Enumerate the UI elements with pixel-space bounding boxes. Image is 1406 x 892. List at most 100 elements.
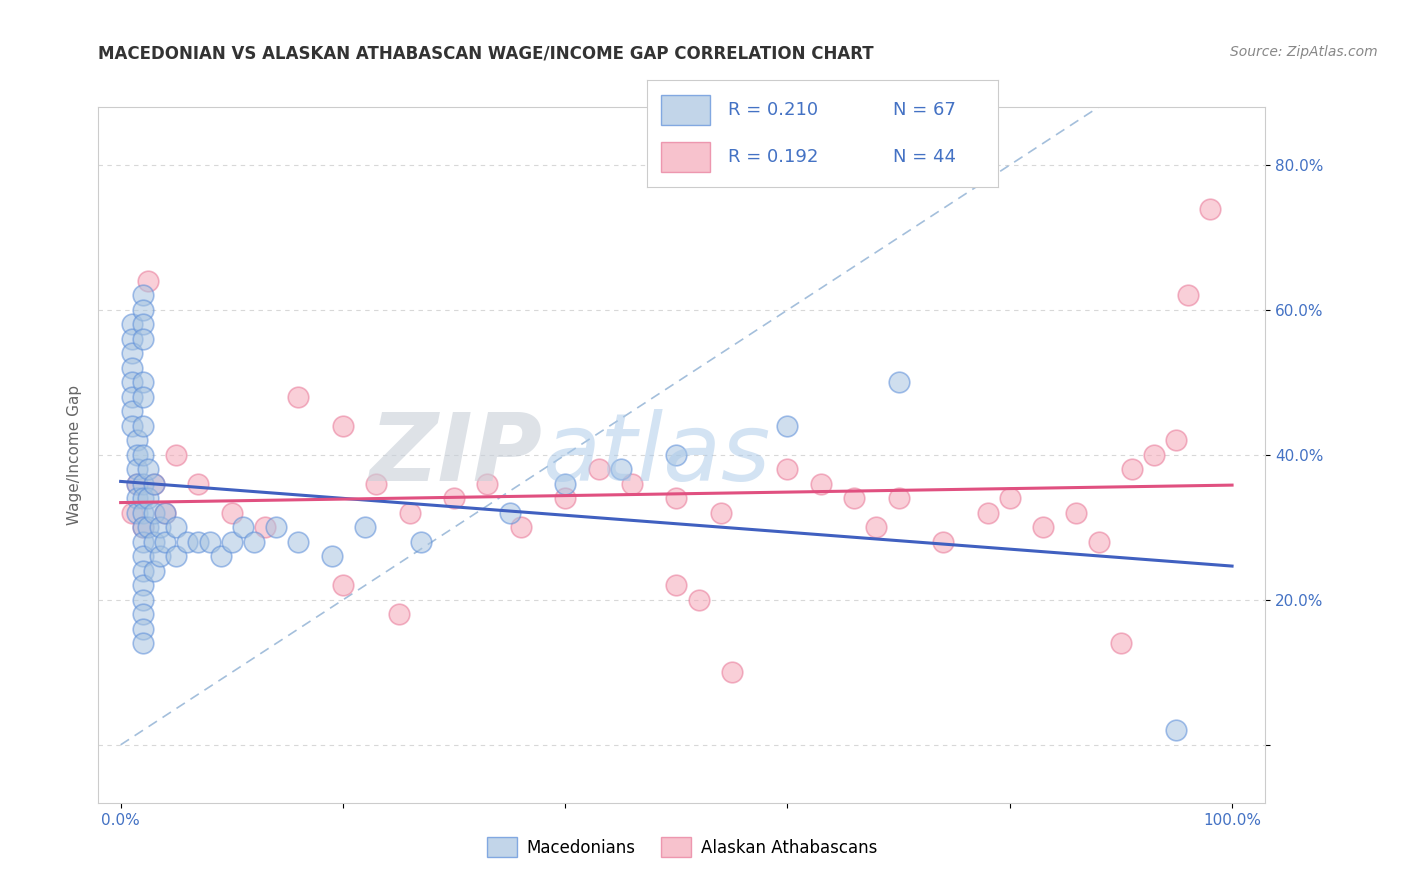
Point [165,448,187,462]
Point [127,506,149,520]
Point [509,520,531,534]
Point [721,665,744,680]
Point [332,418,354,433]
Point [121,418,143,433]
Point [121,346,143,360]
Bar [661,143,710,172]
Point [443,491,465,506]
Point [665,578,688,592]
Point [138,462,160,476]
Point [998,491,1021,506]
Point [1177,288,1199,302]
Point [132,288,155,302]
Point [221,506,243,520]
Point [865,520,887,534]
Point [143,476,166,491]
Text: R = 0.192: R = 0.192 [728,148,818,166]
Point [132,520,155,534]
Point [132,549,155,564]
Point [132,592,155,607]
Point [332,578,354,592]
Point [1066,506,1088,520]
Point [1032,520,1054,534]
Point [121,376,143,390]
Point [132,564,155,578]
Point [243,534,266,549]
Point [121,390,143,404]
Point [1121,462,1143,476]
Point [153,506,176,520]
Point [176,534,198,549]
Point [887,376,910,390]
Point [132,332,155,346]
Point [232,520,254,534]
Point [387,607,409,622]
Point [138,274,160,288]
Point [354,520,377,534]
Point [153,506,176,520]
Point [187,476,209,491]
Text: N = 67: N = 67 [893,102,956,120]
Point [665,491,688,506]
Point [165,549,187,564]
Point [264,520,287,534]
Point [688,592,710,607]
Point [187,534,209,549]
Point [132,506,155,520]
Point [127,476,149,491]
Point [976,506,998,520]
Point [127,462,149,476]
Point [121,360,143,375]
Point [148,520,170,534]
Point [776,418,799,433]
Point [1109,636,1132,650]
Point [844,491,866,506]
Point [143,506,166,520]
Point [810,476,832,491]
Point [132,534,155,549]
Point [132,418,155,433]
Point [287,534,309,549]
Point [1166,723,1188,738]
Point [132,448,155,462]
Point [254,520,277,534]
Point [1166,434,1188,448]
Point [132,622,155,636]
Point [132,376,155,390]
Point [610,462,633,476]
Point [1087,534,1109,549]
Point [132,390,155,404]
Point [132,520,155,534]
Point [932,534,955,549]
Point [498,506,520,520]
Point [132,476,155,491]
Point [1143,448,1166,462]
Point [887,491,910,506]
Text: ZIP: ZIP [368,409,541,501]
Point [143,534,166,549]
Point [554,476,576,491]
Point [121,332,143,346]
Point [153,534,176,549]
Point [132,318,155,332]
Point [127,448,149,462]
Point [132,302,155,317]
Point [620,476,643,491]
Point [1198,202,1220,216]
Text: N = 44: N = 44 [893,148,956,166]
Point [121,318,143,332]
Point [148,549,170,564]
Point [127,476,149,491]
Point [127,491,149,506]
Point [132,607,155,622]
Point [366,476,388,491]
Point [710,506,733,520]
Point [409,534,432,549]
Point [138,520,160,534]
Text: Source: ZipAtlas.com: Source: ZipAtlas.com [1230,45,1378,59]
Point [209,549,232,564]
Point [321,549,343,564]
Point [165,520,187,534]
Point [554,491,576,506]
Point [776,462,799,476]
